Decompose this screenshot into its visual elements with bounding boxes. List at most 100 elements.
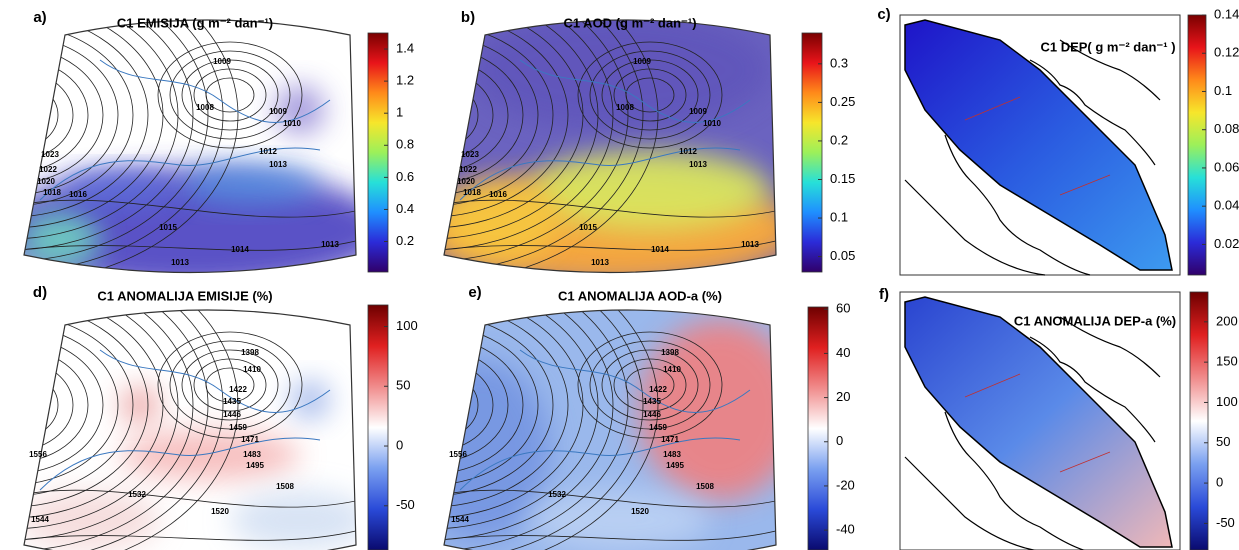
contour <box>24 199 356 218</box>
contour-label: 1483 <box>243 450 261 459</box>
colorbar-tick-label: 0.8 <box>396 137 414 152</box>
contour <box>24 310 194 541</box>
contour <box>24 310 149 508</box>
colorbar-tick-label: -40 <box>836 522 855 537</box>
contour <box>577 331 723 439</box>
frame <box>443 19 777 274</box>
contour-label: 1016 <box>69 190 87 199</box>
contour <box>24 20 179 240</box>
contour-label: 1410 <box>243 365 261 374</box>
panel-title: C1 EMISIJA (g m⁻² dan⁻¹) <box>117 15 273 30</box>
contour <box>444 310 659 550</box>
coastline <box>904 39 1161 276</box>
contour-label: 1018 <box>463 188 481 197</box>
colorbar-tick-label: 1.2 <box>396 73 414 88</box>
contour-label: 1013 <box>171 258 189 267</box>
contour <box>157 41 303 149</box>
contour <box>577 41 723 149</box>
contour <box>205 367 255 403</box>
contour <box>157 331 303 439</box>
colorbar <box>367 304 389 550</box>
field <box>60 172 180 208</box>
contour <box>444 310 614 541</box>
field <box>24 210 100 270</box>
contour <box>24 20 209 262</box>
contour <box>444 310 599 530</box>
colorbar-tick-label: 50 <box>396 378 410 393</box>
contour <box>24 310 224 550</box>
colorbar-tick-label: 0 <box>1216 475 1223 490</box>
contour <box>444 310 629 550</box>
field <box>275 85 325 135</box>
contour-label: 1495 <box>246 461 264 470</box>
contour <box>169 340 291 430</box>
contour-label: 1010 <box>283 119 301 128</box>
colorbar-tick-label: 0.3 <box>830 55 848 70</box>
panel-label: c) <box>877 6 890 23</box>
contour-label: 1532 <box>128 490 146 499</box>
field <box>180 165 320 205</box>
contour-label: 1520 <box>211 507 229 516</box>
contour <box>613 68 687 122</box>
panel-title: C1 ANOMALIJA EMISIJE (%) <box>97 288 272 303</box>
contour <box>24 78 59 152</box>
contour-label: 1009 <box>269 107 287 116</box>
contour <box>444 368 479 442</box>
field <box>640 320 776 500</box>
colorbar-tick-label: 0.1 <box>830 209 848 224</box>
colorbar-tick-label: 40 <box>836 345 850 360</box>
contour <box>444 78 479 152</box>
colorbar-tick-label: -50 <box>1216 515 1235 530</box>
colorbar-tick-label: 1.4 <box>396 40 414 55</box>
panel-title: C1 AOD (g m⁻² dan⁻¹) <box>563 15 696 30</box>
contour <box>444 324 539 486</box>
contour-label: 1556 <box>29 450 47 459</box>
contour-label: 1008 <box>616 103 634 112</box>
colorbar-tick-label: 0.6 <box>396 169 414 184</box>
coastline <box>459 59 751 201</box>
contour-label: 1015 <box>579 223 597 232</box>
map <box>444 20 776 273</box>
contour-label: 1009 <box>633 57 651 66</box>
contour <box>24 310 209 550</box>
contour-label: 1422 <box>229 385 247 394</box>
coastline <box>39 349 331 491</box>
contour-label: 1410 <box>663 365 681 374</box>
colorbar-tick-label: 100 <box>396 318 418 333</box>
contour-label: 1459 <box>649 423 667 432</box>
section-line <box>1059 451 1111 473</box>
contour <box>444 529 776 541</box>
contour-label: 1013 <box>741 240 759 249</box>
contour <box>601 59 699 131</box>
contour-label: 1016 <box>489 190 507 199</box>
contour <box>181 59 279 131</box>
section-line <box>1059 174 1111 196</box>
contour <box>444 20 599 240</box>
contour-label: 1015 <box>159 223 177 232</box>
colorbar <box>807 306 829 550</box>
map <box>444 310 776 550</box>
coastline <box>904 316 1161 550</box>
colorbar-tick-label: 0.04 <box>1214 198 1239 213</box>
colorbar <box>1189 291 1209 550</box>
contour <box>625 77 675 113</box>
contour <box>24 20 194 251</box>
colorbar-tick-label: 0.05 <box>830 248 855 263</box>
contour-label: 1013 <box>269 160 287 169</box>
contour <box>625 367 675 403</box>
contour <box>444 489 776 508</box>
contour-label: 1018 <box>43 188 61 197</box>
contour-label: 1398 <box>241 348 259 357</box>
field <box>120 387 160 423</box>
colorbar-tick-label: 0.1 <box>1214 83 1232 98</box>
colorbar-tick-label: 0.02 <box>1214 236 1239 251</box>
contour-label: 1012 <box>259 147 277 156</box>
colorbar-tick-label: 0.25 <box>830 94 855 109</box>
contour <box>444 310 569 508</box>
contour <box>24 34 119 196</box>
contour <box>24 56 89 174</box>
contour <box>24 20 224 273</box>
contour-label: 1446 <box>643 410 661 419</box>
contour <box>193 358 267 412</box>
colorbar <box>801 32 823 273</box>
